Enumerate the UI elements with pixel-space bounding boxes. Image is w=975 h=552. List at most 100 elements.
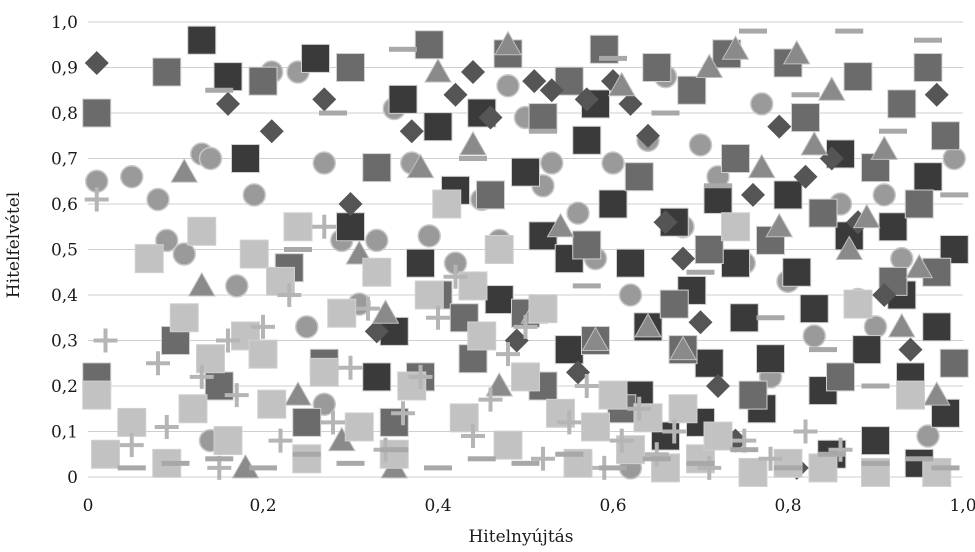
data-point <box>758 446 783 471</box>
data-point <box>913 162 943 192</box>
data-point <box>618 91 643 116</box>
data-point <box>414 280 444 310</box>
data-point <box>187 25 217 55</box>
data-point <box>773 448 803 478</box>
data-point <box>939 348 969 378</box>
data-point <box>528 103 558 133</box>
data-point <box>852 335 882 365</box>
data-point <box>642 53 672 82</box>
data-point <box>546 212 575 238</box>
data-point <box>721 35 750 60</box>
data-point <box>406 153 435 179</box>
data-point <box>178 394 208 424</box>
data-point <box>808 453 838 483</box>
data-point <box>511 157 540 187</box>
data-point <box>146 351 170 376</box>
data-point <box>773 180 803 210</box>
data-point <box>321 410 345 435</box>
data-point <box>284 247 312 252</box>
data-point <box>301 43 330 73</box>
data-point <box>574 87 599 112</box>
data-point <box>364 319 389 344</box>
data-point <box>739 28 767 34</box>
data-point <box>424 58 452 83</box>
data-point <box>694 348 724 378</box>
x-tick-label: 0,6 <box>599 496 626 516</box>
data-point <box>248 339 278 369</box>
data-point <box>295 315 319 339</box>
data-point <box>478 105 503 130</box>
data-point <box>688 310 713 335</box>
data-point <box>747 153 776 179</box>
data-point <box>205 456 234 462</box>
data-point <box>688 133 713 157</box>
data-point <box>618 283 643 307</box>
data-point <box>82 98 112 128</box>
data-point <box>84 50 109 75</box>
data-point <box>522 69 547 94</box>
data-point <box>476 180 505 210</box>
data-point <box>774 465 802 471</box>
data-point <box>216 328 240 353</box>
data-point <box>904 189 934 219</box>
data-point <box>172 242 196 266</box>
data-point <box>598 380 628 410</box>
data-point <box>338 192 363 216</box>
data-point <box>826 362 855 392</box>
data-point <box>634 312 662 338</box>
data-point <box>309 357 339 387</box>
data-point <box>277 283 302 307</box>
data-point <box>872 183 896 207</box>
data-point <box>134 244 164 274</box>
data-point <box>808 198 838 228</box>
data-point <box>292 451 321 457</box>
data-point <box>793 164 818 189</box>
data-point <box>843 289 873 319</box>
data-point <box>809 347 837 353</box>
data-point <box>225 274 249 298</box>
data-point <box>861 383 890 389</box>
data-point <box>119 433 144 458</box>
data-point <box>599 55 627 61</box>
data-point <box>205 87 234 93</box>
data-point <box>704 183 732 189</box>
data-point <box>389 46 417 52</box>
data-point <box>213 426 243 456</box>
data-point <box>443 82 468 107</box>
data-point <box>161 460 190 466</box>
data-point <box>642 456 671 462</box>
data-point <box>511 362 540 392</box>
data-point <box>467 456 496 462</box>
data-point <box>449 403 479 433</box>
data-point <box>817 451 846 457</box>
data-point <box>566 201 590 225</box>
data-point <box>703 421 733 451</box>
data-point <box>504 328 529 353</box>
data-points <box>82 25 969 487</box>
data-point <box>117 465 146 471</box>
x-tick-label: 0,2 <box>249 496 276 516</box>
data-point <box>531 446 555 471</box>
data-point <box>484 285 514 315</box>
data-point <box>905 253 934 279</box>
data-point <box>662 419 687 444</box>
data-point <box>750 92 774 116</box>
data-point <box>581 412 610 442</box>
data-point <box>879 128 907 134</box>
data-point <box>924 82 949 107</box>
data-point <box>922 381 951 406</box>
x-axis-ticks: 0 0,2 0,4 0,6 0,8 1,0 <box>83 496 975 516</box>
data-point <box>695 53 724 78</box>
data-point <box>599 465 627 471</box>
data-point <box>485 371 514 397</box>
data-point <box>817 76 846 101</box>
data-point <box>931 465 960 471</box>
y-tick-label: 0,8 <box>51 104 78 124</box>
data-point <box>484 235 514 264</box>
data-point <box>609 428 634 453</box>
data-point <box>940 192 969 198</box>
data-point <box>198 146 223 171</box>
data-point <box>417 224 441 248</box>
data-point <box>636 123 660 148</box>
data-point <box>791 103 820 133</box>
